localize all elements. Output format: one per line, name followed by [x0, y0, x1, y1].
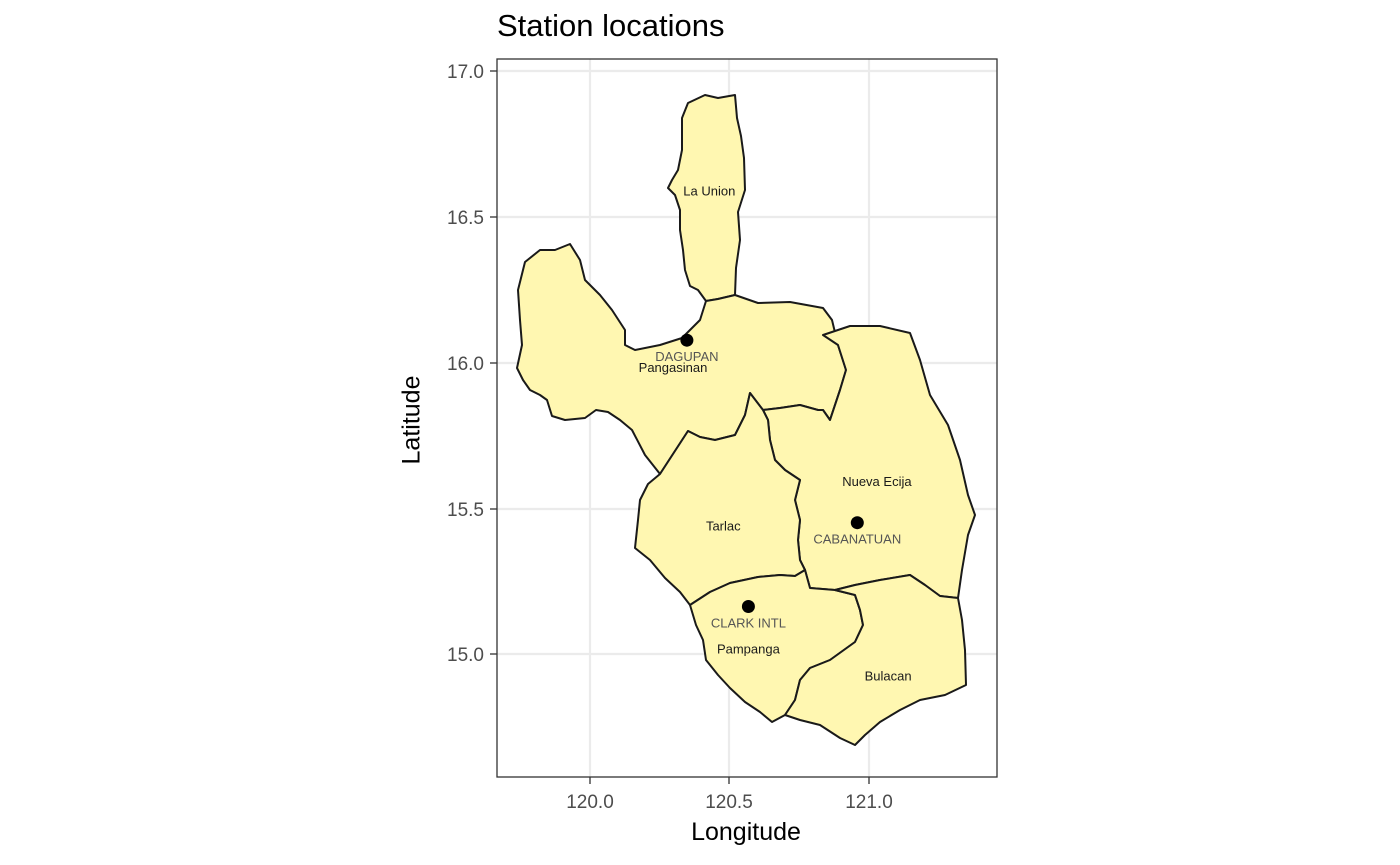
province-tarlac[interactable] [634, 392, 806, 606]
province-label: Pangasinan [639, 360, 708, 375]
station-point[interactable] [850, 516, 864, 530]
station-label: CLARK INTL [711, 616, 786, 631]
y-tick-label-15: 15.0 [447, 645, 484, 666]
axis-ticks [490, 70, 870, 784]
y-tick-label-16-5: 16.5 [447, 208, 484, 229]
y-tick-label-16: 16.0 [447, 354, 484, 375]
plot-border [496, 58, 998, 778]
province-bulacan[interactable] [784, 574, 967, 746]
station-point[interactable] [680, 333, 694, 347]
y-tick-label-17: 17.0 [447, 62, 484, 83]
label-layer: La Union Pangasinan Nueva Ecija Tarlac Pampa… [639, 184, 913, 684]
station-layer [680, 333, 864, 613]
x-axis-label: Longitude [691, 818, 801, 846]
province-label: Tarlac [706, 519, 741, 534]
province-layer [516, 94, 976, 746]
x-tick-label-120: 120.0 [566, 792, 614, 813]
station-label: DAGUPAN [655, 349, 718, 364]
province-label: Bulacan [865, 668, 912, 683]
province-label: La Union [683, 184, 735, 199]
chart-title: Station locations [497, 8, 725, 43]
x-tick-label-121: 121.0 [845, 792, 893, 813]
province-label: Pampanga [717, 641, 781, 656]
x-tick-label-120-5: 120.5 [705, 792, 753, 813]
y-tick-label-15-5: 15.5 [447, 500, 484, 521]
province-label: Nueva Ecija [842, 474, 912, 489]
station-point[interactable] [741, 600, 755, 613]
station-label: CABANATUAN [813, 532, 901, 547]
